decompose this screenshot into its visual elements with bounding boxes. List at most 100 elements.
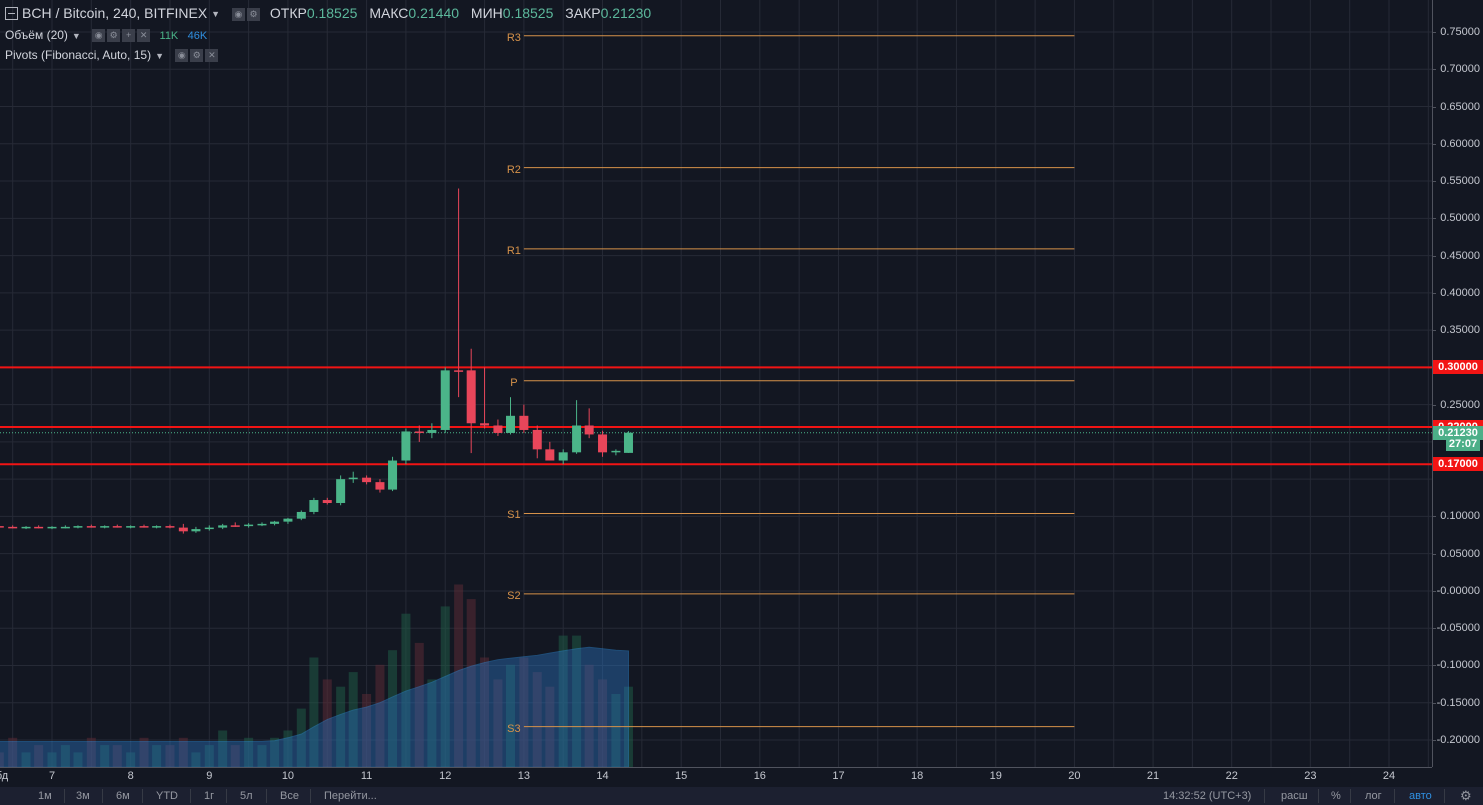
volume-bar [34, 745, 44, 767]
gear-icon[interactable]: ⚙ [190, 49, 204, 63]
volume-bar [493, 679, 503, 767]
gear-icon[interactable]: ⚙ [246, 7, 260, 21]
volume-bar [218, 730, 228, 767]
candle-body [584, 425, 594, 435]
time-tick-label: 11 [360, 770, 373, 782]
price-tick-mark [1432, 218, 1436, 220]
volume-bar [532, 672, 542, 767]
candle-body [362, 477, 372, 483]
candle-body [47, 526, 57, 529]
candle-body [336, 479, 346, 504]
gear-icon[interactable]: ⚙ [1460, 788, 1472, 803]
pivots-indicator-legend[interactable]: Pivots (Fibonacci, Auto, 15) ▼ ◉ ⚙ ✕ [5, 48, 219, 63]
price-marker-label: 0.30000 [1433, 360, 1483, 375]
time-tick-label: 8 [127, 770, 134, 782]
chevron-down-icon[interactable]: ▼ [155, 50, 164, 61]
time-tick-label: 20 [1068, 770, 1081, 782]
price-axis-border [1432, 0, 1433, 767]
close-label: ЗАКР [565, 5, 601, 21]
chevron-down-icon[interactable]: ▼ [71, 30, 81, 41]
pivot-label-s2: S2 [507, 589, 521, 602]
volume-bar [86, 737, 96, 767]
volume-bar [230, 745, 240, 767]
volume-bar [244, 737, 254, 767]
volume-ma-area [0, 646, 629, 767]
close-icon[interactable]: ✕ [205, 49, 219, 63]
price-tick-mark [1432, 106, 1436, 108]
candle-body [270, 521, 280, 524]
volume-bar [296, 708, 306, 767]
collapse-icon[interactable] [5, 6, 18, 20]
price-tick-mark [1432, 255, 1436, 257]
price-axis[interactable]: 0.75000 0.70000 0.65000 0.60000 0.55000 0.500… [1432, 0, 1483, 767]
candle-body [178, 527, 188, 532]
eye-icon[interactable]: ◉ [175, 49, 189, 63]
pivots-indicator-name[interactable]: Pivots (Fibonacci, Auto, 15) [5, 48, 152, 62]
range-1y-button[interactable]: 1г [204, 790, 215, 802]
volume-bar [191, 752, 201, 767]
range-ytd-button[interactable]: YTD [156, 790, 178, 802]
price-chart[interactable] [0, 0, 1432, 767]
candle-body [309, 500, 319, 512]
gear-icon[interactable]: ⚙ [107, 29, 121, 43]
percent-toggle[interactable]: % [1331, 790, 1341, 802]
time-axis[interactable]: бд 7 8 9 10 11 12 13 14 15 16 17 18 19 20 21 22 23 24 [0, 767, 1432, 787]
price-tick-label: 0.60000 [1440, 137, 1480, 150]
eye-icon[interactable]: ◉ [92, 29, 106, 43]
candle-body [427, 429, 437, 433]
volume-bar [388, 650, 398, 767]
volume-bar [21, 752, 31, 767]
symbol-title[interactable]: BCH / Bitcoin, 240, BITFINEX [22, 5, 208, 21]
candle-body [218, 525, 228, 528]
price-tick-mark [1432, 665, 1436, 667]
time-tick-label: бд [0, 770, 9, 782]
range-1m-button[interactable]: 1м [38, 790, 52, 802]
price-marker-label: 0.21230 [1433, 425, 1483, 440]
close-icon[interactable]: ✕ [137, 29, 151, 43]
auto-scale-toggle[interactable]: авто [1409, 790, 1432, 802]
open-label: ОТКР [269, 5, 307, 21]
candle-body [244, 524, 254, 527]
volume-indicator-name[interactable]: Объём (20) [5, 28, 68, 42]
volume-bar [270, 737, 280, 767]
price-tick-label: 0.65000 [1440, 100, 1480, 113]
volume-bar [572, 635, 582, 767]
close-value: 0.21230 [600, 5, 652, 21]
range-3m-button[interactable]: 3м [76, 790, 90, 802]
volume-bar [348, 672, 358, 767]
clock-timezone[interactable]: 14:32:52 (UTC+3) [1163, 790, 1252, 802]
volume-bar [112, 745, 122, 767]
candle-body [558, 452, 568, 461]
time-tick-label: 16 [753, 770, 766, 782]
time-tick-label: 12 [439, 770, 452, 782]
pivot-label-s1: S1 [507, 509, 521, 522]
price-tick-mark [1432, 553, 1436, 555]
log-toggle[interactable]: лог [1365, 790, 1382, 802]
pivot-label-r1: R1 [506, 244, 521, 257]
chevron-down-icon[interactable]: ▼ [211, 9, 221, 20]
pivot-label-r2: R2 [506, 163, 521, 176]
candle-body [466, 370, 476, 424]
range-all-button[interactable]: Все [280, 790, 299, 802]
candle-body [414, 431, 424, 433]
range-6m-button[interactable]: 6м [116, 790, 130, 802]
candle-body [454, 370, 464, 372]
price-tick-label: -0.15000 [1436, 696, 1480, 709]
plus-icon[interactable]: + [122, 29, 136, 43]
range-5y-button[interactable]: 5л [240, 790, 253, 802]
time-tick-label: 10 [281, 770, 295, 782]
volume-indicator-legend[interactable]: Объём (20) ▼ ◉ ⚙ + ✕ 11K 46K [5, 28, 207, 43]
extended-hours-toggle[interactable]: расш [1281, 790, 1308, 802]
candle-body [623, 432, 633, 453]
candle-body [519, 415, 529, 430]
price-tick-label: 0.35000 [1440, 324, 1480, 337]
price-tick-label: 0.50000 [1440, 212, 1480, 225]
volume-bar [440, 606, 450, 767]
candle-body [8, 526, 18, 529]
time-tick-label: 7 [48, 770, 56, 782]
price-tick-label: 0.45000 [1440, 249, 1480, 262]
eye-icon[interactable]: ◉ [231, 7, 245, 21]
candle-body [506, 415, 516, 433]
candle-body [296, 511, 306, 519]
goto-date-button[interactable]: Перейти... [324, 790, 377, 802]
